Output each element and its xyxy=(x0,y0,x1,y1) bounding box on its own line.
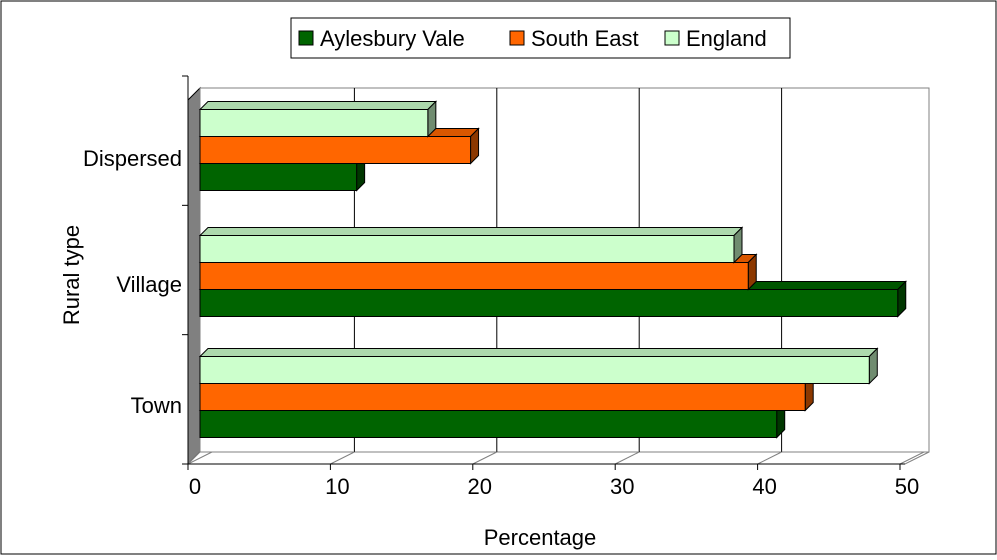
legend: Aylesbury Vale South East England xyxy=(290,17,791,59)
legend-swatch xyxy=(664,30,680,46)
legend-swatch xyxy=(298,30,314,46)
x-tick-label: 0 xyxy=(189,474,201,499)
floor-gridline xyxy=(472,451,498,465)
floor-gridline xyxy=(899,451,925,465)
legend-box xyxy=(290,17,791,59)
x-tick-label: 40 xyxy=(752,474,776,499)
bar-top xyxy=(198,101,438,110)
bar xyxy=(199,136,472,164)
bar xyxy=(199,262,749,290)
legend-swatch xyxy=(509,30,525,46)
y-axis-label: Rural type xyxy=(59,225,84,325)
floor-gridline xyxy=(757,451,782,465)
bar xyxy=(199,163,358,191)
bars xyxy=(198,100,907,439)
bar xyxy=(199,235,735,263)
axes: 0 10 20 30 40 50 Town Village Dispersed xyxy=(83,75,919,499)
x-tick-label: 10 xyxy=(325,474,349,499)
side-wall xyxy=(187,86,201,466)
bar xyxy=(199,109,429,137)
y-tick-label: Dispersed xyxy=(83,146,182,171)
floor-gridline xyxy=(330,451,355,465)
floor-gridline xyxy=(187,451,213,465)
legend-label: England xyxy=(686,26,767,51)
bar-top xyxy=(198,227,744,236)
bar-top xyxy=(198,348,879,357)
y-tick-label: Town xyxy=(131,393,182,418)
x-axis-label: Percentage xyxy=(484,525,597,550)
bar xyxy=(199,356,870,384)
bar xyxy=(199,383,806,411)
legend-label: South East xyxy=(531,26,639,51)
x-tick-label: 50 xyxy=(895,474,919,499)
legend-label: Aylesbury Vale xyxy=(320,26,465,51)
bar xyxy=(199,410,778,438)
x-tick-label: 20 xyxy=(468,474,492,499)
floor-gridline xyxy=(614,451,640,465)
bar xyxy=(199,289,899,317)
floor xyxy=(186,451,930,465)
x-tick-label: 30 xyxy=(610,474,634,499)
y-tick-label: Village xyxy=(116,272,182,297)
